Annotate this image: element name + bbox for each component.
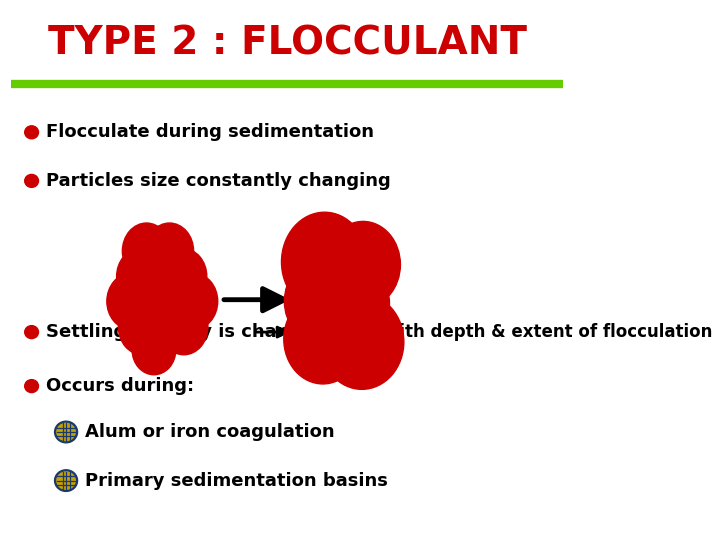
Text: Primary sedimentation basins: Primary sedimentation basins	[85, 471, 388, 490]
Ellipse shape	[117, 248, 165, 305]
Ellipse shape	[169, 273, 217, 329]
Circle shape	[55, 421, 78, 443]
Text: Particles size constantly changing: Particles size constantly changing	[46, 172, 391, 190]
Ellipse shape	[140, 299, 188, 355]
Text: Flocculate during sedimentation: Flocculate during sedimentation	[46, 123, 374, 141]
Circle shape	[24, 380, 38, 393]
Text: Settling velocity is changing: Settling velocity is changing	[46, 323, 333, 341]
Circle shape	[57, 472, 76, 489]
Ellipse shape	[284, 260, 356, 343]
Ellipse shape	[148, 273, 197, 329]
Ellipse shape	[128, 273, 176, 329]
Ellipse shape	[320, 294, 404, 389]
Text: TYPE 2 : FLOCCULANT: TYPE 2 : FLOCCULANT	[48, 24, 527, 62]
Circle shape	[24, 174, 38, 187]
Text: Alum or iron coagulation: Alum or iron coagulation	[85, 423, 335, 441]
Circle shape	[24, 326, 38, 339]
Ellipse shape	[107, 273, 155, 329]
Ellipse shape	[282, 212, 368, 312]
Circle shape	[55, 470, 78, 491]
Ellipse shape	[325, 221, 400, 308]
Ellipse shape	[122, 223, 171, 279]
Ellipse shape	[138, 248, 186, 305]
Text: increase with depth & extent of flocculation: increase with depth & extent of floccula…	[299, 323, 712, 341]
Circle shape	[57, 423, 76, 441]
Text: Occurs during:: Occurs during:	[46, 377, 194, 395]
Ellipse shape	[145, 223, 194, 279]
Ellipse shape	[284, 294, 362, 384]
Ellipse shape	[320, 264, 390, 343]
Ellipse shape	[118, 299, 166, 355]
Ellipse shape	[160, 299, 208, 355]
Circle shape	[24, 126, 38, 139]
Ellipse shape	[132, 325, 176, 375]
Ellipse shape	[158, 248, 207, 305]
